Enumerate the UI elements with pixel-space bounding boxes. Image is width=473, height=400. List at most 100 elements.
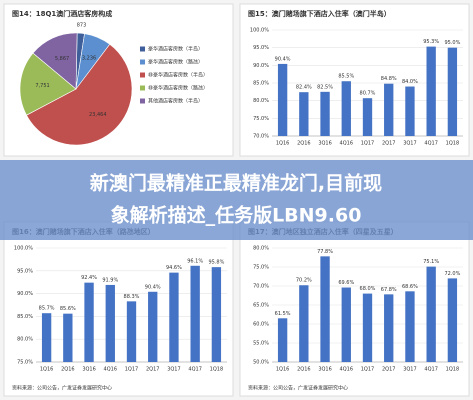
bar xyxy=(148,291,158,362)
x-tick-label: 4Q17 xyxy=(188,367,201,373)
data-label: 90.4% xyxy=(145,284,161,290)
x-tick-label: 1Q18 xyxy=(446,367,459,373)
bar xyxy=(320,91,330,136)
bar xyxy=(447,47,458,136)
y-tick-label: 60.0% xyxy=(253,322,269,328)
source-note: 资料来源：公司公告，广发证券发展研究中心 xyxy=(248,385,348,392)
data-label: 68.0% xyxy=(360,286,376,292)
data-label: 69.6% xyxy=(338,280,354,286)
bar xyxy=(169,272,179,362)
data-label: 70.2% xyxy=(296,278,312,284)
data-label: 873 xyxy=(77,23,87,29)
banner-text: 新澳门最精准正最精准龙门,目前现 xyxy=(90,172,382,195)
x-tick-label: 1Q16 xyxy=(276,367,289,373)
bar xyxy=(277,318,288,362)
bar xyxy=(299,92,309,136)
y-tick-label: 70.0% xyxy=(253,134,269,140)
bar xyxy=(190,265,200,362)
y-tick-label: 85.0% xyxy=(253,81,269,87)
banner-text: 象解析描述_任务版LBN9.60 xyxy=(111,204,362,227)
y-tick-label: 90.0% xyxy=(17,291,33,297)
data-label: 5,867 xyxy=(55,56,69,62)
legend-swatch xyxy=(140,59,145,65)
x-tick-label: 4Q17 xyxy=(424,367,437,373)
data-label: 72.0% xyxy=(444,271,460,277)
bar xyxy=(362,293,373,362)
x-tick-label: 4Q17 xyxy=(424,141,437,147)
legend-label: 非豪华酒店客房数（路氹） xyxy=(148,85,208,92)
bar xyxy=(126,301,137,362)
y-tick-label: 95.0% xyxy=(253,45,269,51)
banner-band xyxy=(0,160,473,240)
data-label: 88.3% xyxy=(124,294,140,300)
data-label: 84.0% xyxy=(402,79,418,85)
y-tick-label: 55.0% xyxy=(253,341,269,347)
x-tick-label: 3Q16 xyxy=(318,367,331,373)
x-tick-label: 2Q17 xyxy=(382,367,395,373)
bar xyxy=(426,266,436,362)
bar xyxy=(405,291,415,362)
charts: 图14：18Q1澳门酒店客房构成 873 3,236 23,464 7,751 5,867… xyxy=(12,9,463,392)
legend-swatch xyxy=(140,85,145,91)
x-tick-label: 2Q17 xyxy=(382,141,395,147)
bar xyxy=(384,83,394,136)
data-label: 90.4% xyxy=(275,56,291,62)
x-tick-label: 4Q16 xyxy=(340,141,353,147)
data-label: 85.5% xyxy=(338,74,354,80)
x-tick-label: 3Q17 xyxy=(403,367,416,373)
x-tick-label: 1Q18 xyxy=(210,367,223,373)
bar xyxy=(426,46,436,136)
pie-slice xyxy=(32,32,78,90)
y-tick-label: 50.0% xyxy=(253,360,269,366)
x-tick-label: 2Q17 xyxy=(146,367,159,373)
bar xyxy=(447,278,458,362)
x-tick-label: 1Q17 xyxy=(125,367,138,373)
x-tick-label: 1Q16 xyxy=(40,367,53,373)
data-label: 91.9% xyxy=(102,277,118,283)
chart-title: 图15：澳门赌场旗下酒店入住率（澳门半岛） xyxy=(248,9,391,18)
legend-label: 豪华酒店客房数（半岛） xyxy=(148,46,203,53)
data-label: 95.0% xyxy=(444,40,460,46)
data-label: 75.1% xyxy=(423,259,439,265)
legend-label: 豪华酒店客房数（路氹） xyxy=(148,59,203,66)
data-label: 80.7% xyxy=(360,91,376,97)
y-tick-label: 100.0% xyxy=(250,28,269,34)
y-tick-label: 90.0% xyxy=(253,63,269,69)
x-tick-label: 2Q16 xyxy=(61,367,74,373)
y-tick-label: 80.0% xyxy=(253,98,269,104)
chart-title: 图14：18Q1澳门酒店客房构成 xyxy=(12,9,112,18)
y-tick-label: 75.0% xyxy=(17,360,33,366)
x-tick-label: 1Q17 xyxy=(361,141,374,147)
bar xyxy=(41,313,52,362)
legend-swatch xyxy=(140,46,145,52)
data-label: 77.8% xyxy=(317,249,333,255)
y-tick-label: 95.0% xyxy=(17,268,33,274)
data-label: 96.1% xyxy=(187,258,203,264)
x-tick-label: 2Q16 xyxy=(297,141,310,147)
y-tick-label: 70.0% xyxy=(253,284,269,290)
bar xyxy=(362,98,373,136)
bar xyxy=(63,313,73,362)
source-note: 资料来源：公司公告，广发证券发展研究中心 xyxy=(12,385,112,392)
data-label: 94.6% xyxy=(166,265,182,271)
x-tick-label: 2Q16 xyxy=(297,367,310,373)
bar xyxy=(299,285,309,362)
data-label: 67.8% xyxy=(381,287,397,293)
x-tick-label: 1Q16 xyxy=(276,141,289,147)
legend-swatch xyxy=(140,98,145,104)
bar xyxy=(384,294,394,362)
bar xyxy=(341,81,351,136)
data-label: 92.4% xyxy=(81,275,97,281)
x-tick-label: 4Q16 xyxy=(104,367,117,373)
data-label: 82.5% xyxy=(317,84,333,90)
y-tick-label: 65.0% xyxy=(253,303,269,309)
data-label: 95.3% xyxy=(423,39,439,45)
bar xyxy=(341,287,351,362)
x-tick-label: 3Q16 xyxy=(82,367,95,373)
bar xyxy=(405,86,415,136)
data-label: 61.5% xyxy=(275,311,291,317)
data-label: 68.6% xyxy=(402,284,418,290)
data-label: 82.4% xyxy=(296,85,312,91)
bar xyxy=(84,282,94,362)
